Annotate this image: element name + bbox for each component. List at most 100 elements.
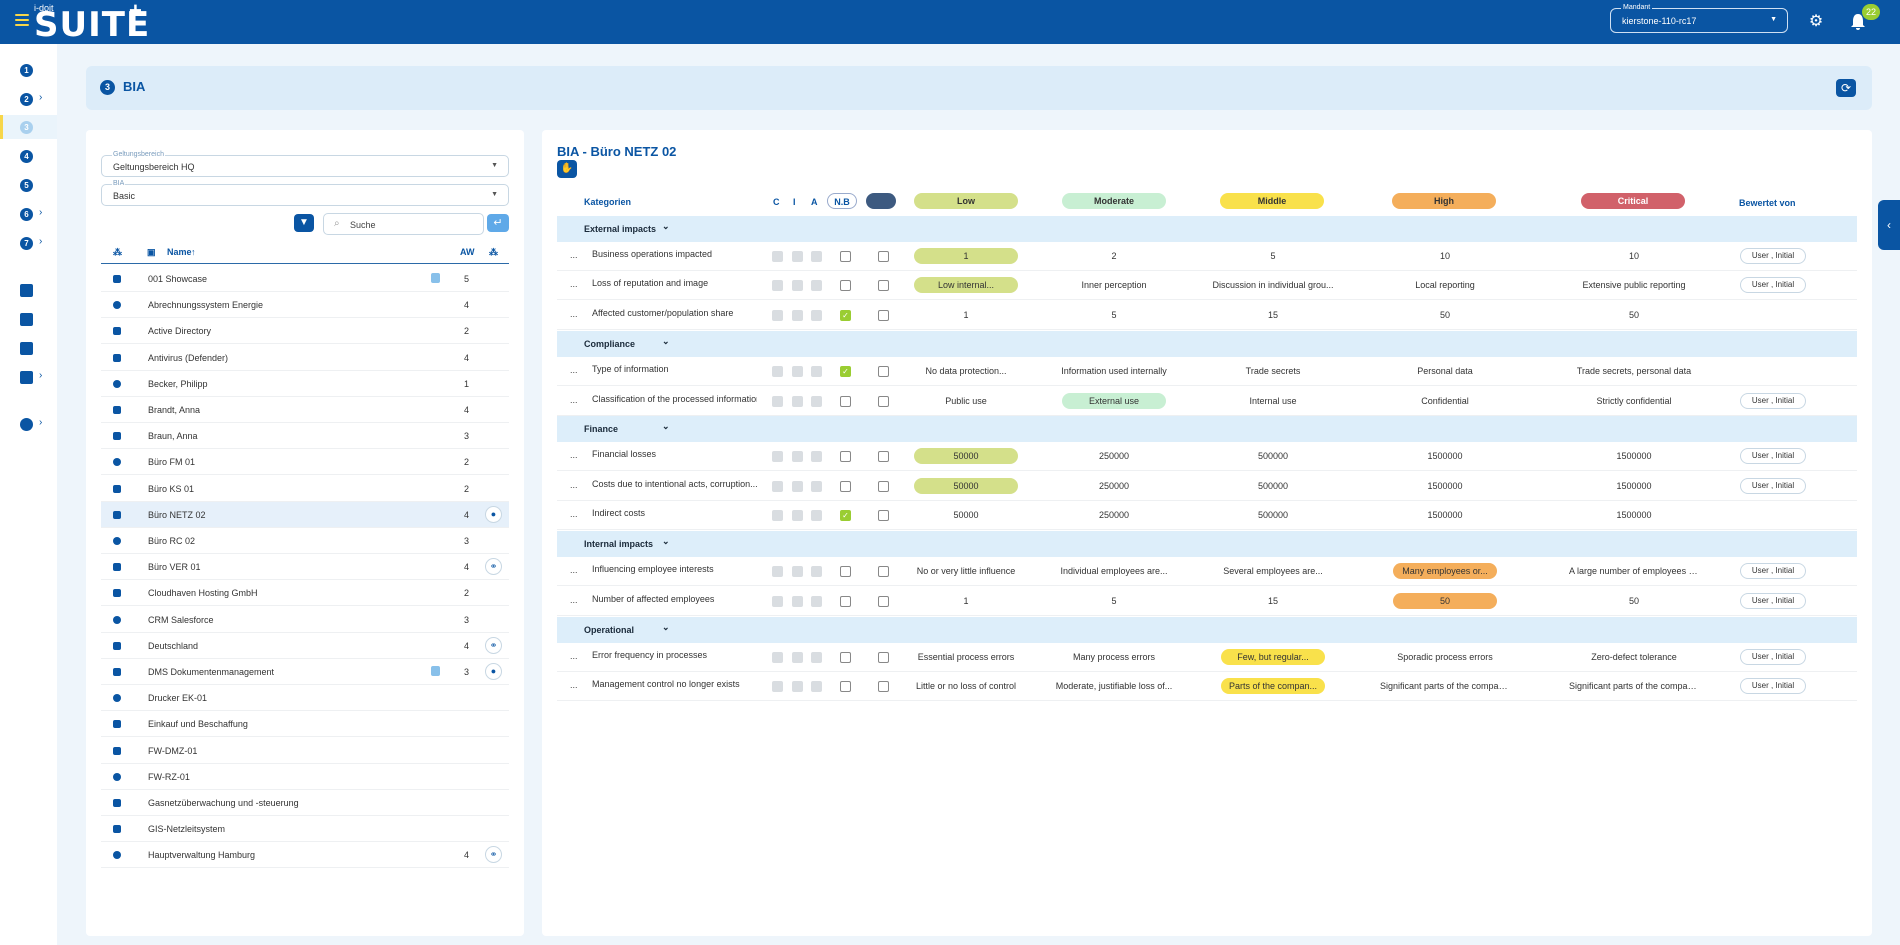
row-menu-icon[interactable]: ... (570, 680, 578, 690)
level-cell-high[interactable]: Personal data (1417, 366, 1473, 376)
level-cell-critical[interactable]: 10 (1628, 251, 1639, 261)
level-cell-high[interactable]: 50 (1439, 310, 1450, 320)
nb-checkbox[interactable]: ✓ (840, 510, 851, 521)
scope-select[interactable]: Geltungsbereich Geltungsbereich HQ ▼ (101, 151, 509, 177)
mandant-select[interactable]: Mandant kierstone-110-rc17 ▼ (1610, 4, 1788, 33)
table-row[interactable]: Büro RC 02 3 (101, 528, 509, 554)
menu-icon[interactable] (15, 14, 29, 26)
table-row[interactable]: Einkauf und Beschaffung (101, 711, 509, 738)
nav-clipboard[interactable] (0, 278, 57, 302)
level-cell-middle[interactable]: Internal use (1249, 396, 1297, 406)
row-checkbox[interactable] (878, 481, 889, 492)
table-row[interactable]: Becker, Philipp 1 (101, 371, 509, 397)
row-menu-icon[interactable]: ... (570, 595, 578, 605)
level-cell-middle[interactable]: 500000 (1257, 481, 1289, 491)
level-cell-low[interactable]: 50000 (953, 510, 979, 520)
row-menu-icon[interactable]: ... (570, 565, 578, 575)
nb-checkbox[interactable] (840, 396, 851, 407)
level-cell-high[interactable]: 50 (1393, 593, 1497, 609)
table-row[interactable]: 001 Showcase 5 (101, 266, 509, 292)
nb-checkbox[interactable] (840, 596, 851, 607)
level-cell-high[interactable]: Many employees or... (1393, 563, 1497, 579)
table-row[interactable]: GIS-Netzleitsystem (101, 816, 509, 843)
link-icon[interactable]: ⚭ (485, 846, 502, 864)
nav-item-5[interactable]: 5 (0, 173, 57, 197)
table-row[interactable]: DMS Dokumentenmanagement 3 ● (101, 659, 509, 685)
nb-checkbox[interactable] (840, 451, 851, 462)
level-cell-critical[interactable]: Zero-defect tolerance (1591, 652, 1677, 662)
table-row[interactable]: Deutschland 4 ⚭ (101, 633, 509, 659)
rated-by-chip[interactable]: User , Initial (1740, 393, 1806, 409)
enter-button[interactable]: ↵ (487, 214, 509, 232)
nav-calendar[interactable] (0, 307, 57, 331)
level-cell-middle[interactable]: 500000 (1257, 451, 1289, 461)
table-row[interactable]: Büro FM 01 2 (101, 449, 509, 476)
group-header[interactable]: Operational ⌄ (557, 617, 1857, 643)
level-cell-critical[interactable]: Strictly confidential (1596, 396, 1672, 406)
nb-checkbox[interactable]: ✓ (840, 366, 851, 377)
mouse-icon[interactable]: ● (485, 505, 502, 523)
table-row[interactable]: Drucker EK-01 (101, 685, 509, 712)
level-cell-high[interactable]: 10 (1439, 251, 1450, 261)
hand-icon[interactable]: ✋ (557, 160, 577, 178)
level-cell-critical[interactable]: Trade secrets, personal data (1576, 366, 1692, 376)
row-checkbox[interactable] (878, 681, 889, 692)
rated-by-chip[interactable]: User , Initial (1740, 678, 1806, 694)
level-cell-middle[interactable]: Few, but regular... (1221, 649, 1325, 665)
nav-item-2[interactable]: 2 › (0, 87, 57, 111)
nb-checkbox[interactable] (840, 566, 851, 577)
level-cell-middle[interactable]: 500000 (1257, 510, 1289, 520)
level-cell-moderate[interactable]: 250000 (1098, 510, 1130, 520)
level-cell-low[interactable]: No data protection... (925, 366, 1007, 376)
level-cell-low[interactable]: 50000 (914, 478, 1018, 494)
row-checkbox[interactable] (878, 451, 889, 462)
rated-by-chip[interactable]: User , Initial (1740, 277, 1806, 293)
level-cell-low[interactable]: Essential process errors (917, 652, 1015, 662)
level-cell-moderate[interactable]: Inner perception (1081, 280, 1147, 290)
level-cell-high[interactable]: Local reporting (1415, 280, 1475, 290)
row-menu-icon[interactable]: ... (570, 651, 578, 661)
level-cell-moderate[interactable]: 2 (1111, 251, 1117, 261)
link-icon[interactable]: ⚭ (485, 636, 502, 654)
level-cell-moderate[interactable]: 250000 (1098, 481, 1130, 491)
rated-by-chip[interactable]: User , Initial (1740, 649, 1806, 665)
level-cell-critical[interactable]: 1500000 (1616, 481, 1652, 491)
table-row[interactable]: Büro VER 01 4 ⚭ (101, 554, 509, 581)
level-cell-critical[interactable]: 50 (1628, 596, 1639, 606)
nav-item-1[interactable]: 1 (0, 58, 57, 82)
row-menu-icon[interactable]: ... (570, 250, 578, 260)
rated-by-chip[interactable]: User , Initial (1740, 593, 1806, 609)
table-row[interactable]: Abrechnungssystem Energie 4 (101, 292, 509, 319)
row-checkbox[interactable] (878, 396, 889, 407)
row-checkbox[interactable] (878, 566, 889, 577)
level-cell-low[interactable]: No or very little influence (916, 566, 1016, 576)
group-header[interactable]: Compliance ⌄ (557, 331, 1857, 357)
table-row[interactable]: Cloudhaven Hosting GmbH 2 (101, 580, 509, 607)
level-cell-high[interactable]: 1500000 (1427, 510, 1463, 520)
level-cell-middle[interactable]: Parts of the compan... (1221, 678, 1325, 694)
level-cell-moderate[interactable]: 5 (1111, 310, 1117, 320)
rated-by-chip[interactable]: User , Initial (1740, 448, 1806, 464)
level-cell-high[interactable]: Significant parts of the company are ... (1380, 681, 1510, 691)
collapse-sidebar-button[interactable]: ‹ (1878, 200, 1900, 250)
bell-icon[interactable] (1848, 12, 1868, 32)
row-menu-icon[interactable]: ... (570, 509, 578, 519)
level-cell-critical[interactable]: A large number of employees are... (1569, 566, 1699, 576)
row-menu-icon[interactable]: ... (570, 309, 578, 319)
filter-button[interactable]: ▼ (294, 214, 314, 232)
level-cell-critical[interactable]: 50 (1628, 310, 1639, 320)
row-checkbox[interactable] (878, 366, 889, 377)
level-cell-moderate[interactable]: Information used internally (1061, 366, 1167, 376)
level-cell-critical[interactable]: Significant parts of the company are n..… (1569, 681, 1699, 691)
rated-by-chip[interactable]: User , Initial (1740, 478, 1806, 494)
level-cell-low[interactable]: Public use (945, 396, 987, 406)
row-checkbox[interactable] (878, 596, 889, 607)
table-row[interactable]: CRM Salesforce 3 (101, 607, 509, 633)
type-column-icon[interactable]: ⁂ (113, 247, 122, 257)
nav-item-4[interactable]: 4 (0, 144, 57, 168)
nb-checkbox[interactable]: ✓ (840, 310, 851, 321)
mouse-icon[interactable]: ● (485, 663, 502, 680)
row-checkbox[interactable] (878, 280, 889, 291)
row-menu-icon[interactable]: ... (570, 450, 578, 460)
bia-select[interactable]: BIA Basic ▼ (101, 180, 509, 206)
